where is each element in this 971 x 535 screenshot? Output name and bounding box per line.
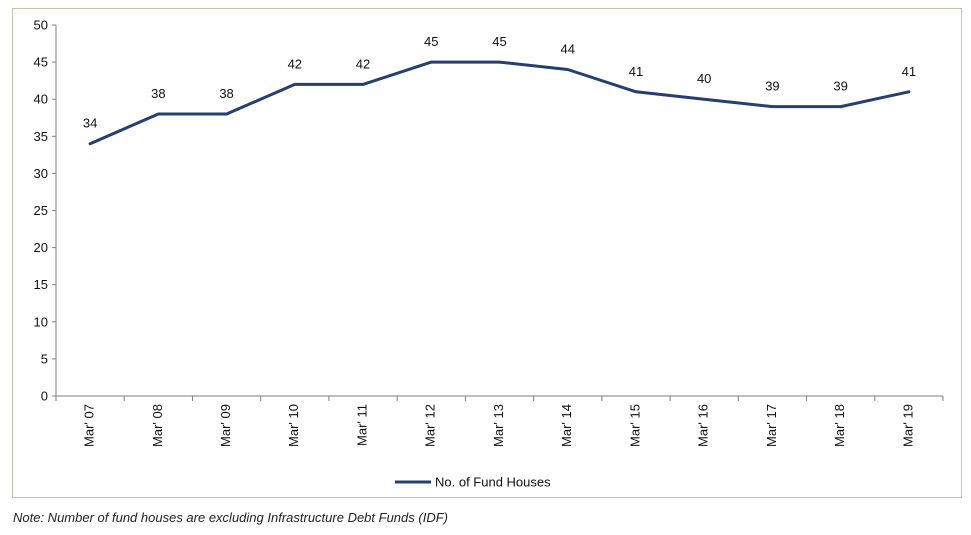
y-tick-label: 5: [41, 351, 48, 366]
data-label: 45: [492, 34, 506, 49]
data-label: 42: [288, 56, 302, 71]
y-tick-label: 20: [34, 240, 48, 255]
data-label: 41: [629, 64, 643, 79]
x-tick-label: Mar' 15: [627, 404, 642, 447]
legend-label: No. of Fund Houses: [435, 475, 551, 490]
y-tick-label: 15: [34, 277, 48, 292]
x-tick-label: Mar' 11: [354, 404, 369, 446]
y-tick-label: 30: [34, 166, 48, 181]
line-chart: 0 5 10 15 20 25 30 35 40 45 50 Mar' 07 Mar' 08 Mar' 0…: [34, 18, 944, 490]
x-tick-label: Mar' 18: [832, 404, 847, 447]
data-label: 44: [560, 42, 574, 57]
y-tick-label: 35: [34, 129, 48, 144]
y-tick-label: 25: [34, 203, 48, 218]
x-tick-label: Mar' 17: [764, 404, 779, 447]
data-label: 39: [765, 79, 779, 94]
data-label: 40: [697, 71, 711, 86]
chart-note: Note: Number of fund houses are excludin…: [13, 510, 448, 525]
data-label: 38: [151, 86, 165, 101]
y-tick-label: 40: [34, 92, 48, 107]
x-tick-label: Mar' 10: [286, 404, 301, 447]
data-label: 39: [833, 79, 847, 94]
y-tick-label: 0: [41, 389, 48, 404]
x-tick-label: Mar' 07: [82, 404, 97, 447]
y-tick-label: 10: [34, 314, 48, 329]
data-label: 38: [219, 86, 233, 101]
x-tick-label: Mar' 12: [423, 404, 438, 447]
x-tick-label: Mar' 14: [559, 404, 574, 447]
series-line: [88, 60, 911, 146]
y-tick-label: 45: [34, 55, 48, 70]
data-label: 45: [424, 34, 438, 49]
x-tick-label: Mar' 19: [900, 404, 915, 447]
chart-frame: 0 5 10 15 20 25 30 35 40 45 50 Mar' 07 Mar' 08 Mar' 0…: [12, 8, 962, 498]
data-label: 41: [902, 64, 916, 79]
data-label: 34: [83, 116, 97, 131]
data-label: 42: [356, 56, 370, 71]
x-tick-label: Mar' 13: [491, 404, 506, 447]
x-tick-label: Mar' 08: [150, 404, 165, 447]
x-tick-label: Mar' 16: [696, 404, 711, 447]
y-tick-label: 50: [34, 18, 48, 33]
x-tick-label: Mar' 09: [218, 404, 233, 447]
